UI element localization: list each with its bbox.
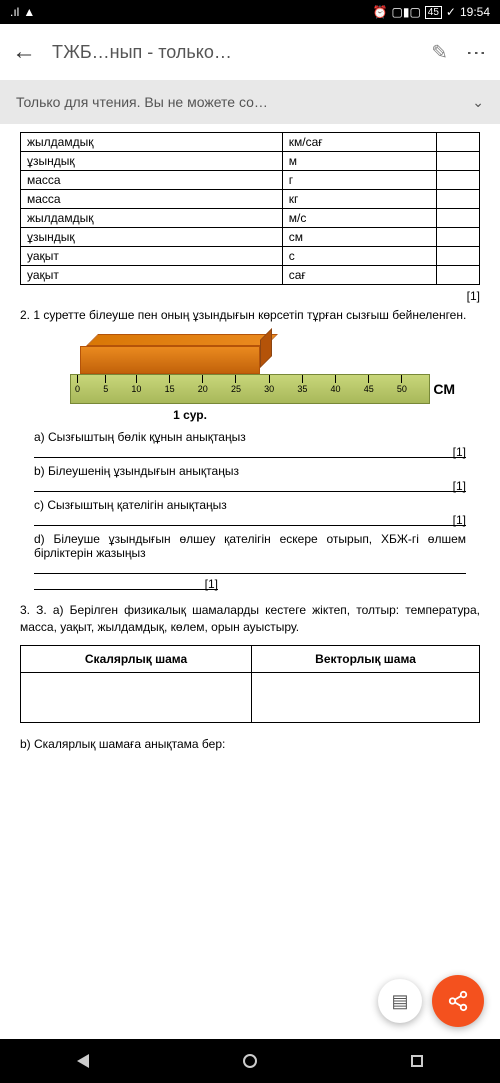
ruler-mark: 50 <box>397 375 407 394</box>
q2d: d) Білеуше ұзындығын өлшеу қателігін еск… <box>34 532 466 560</box>
vibrate-icon: ▢▮▢ <box>392 5 421 19</box>
edit-button[interactable]: ✎ <box>431 40 448 65</box>
mark-1: [1] <box>20 289 480 303</box>
table-cell: см <box>282 228 436 247</box>
scalar-vector-table: Скалярлық шама Векторлық шама <box>20 645 480 723</box>
document-mode-button[interactable]: ▤ <box>378 979 422 1023</box>
ruler-mark: 40 <box>331 375 341 394</box>
q3-text: 3. З. а) Берілген физикалық шамаларды ке… <box>20 602 480 636</box>
table-cell <box>437 228 480 247</box>
table-cell: кг <box>282 190 436 209</box>
table-cell: ұзындық <box>21 152 283 171</box>
ruler-mark: 5 <box>103 375 108 394</box>
leaf-icon: ✓ <box>446 5 456 19</box>
ruler-unit: СМ <box>433 381 455 397</box>
q2a-blank: [1] <box>34 446 466 458</box>
table-cell: ұзындық <box>21 228 283 247</box>
block-3d <box>80 334 260 374</box>
more-button[interactable]: ⋮ <box>464 43 488 61</box>
table-cell: масса <box>21 171 283 190</box>
back-button[interactable]: ← <box>12 38 36 66</box>
ruler-mark: 30 <box>264 375 274 394</box>
wifi-icon: ▲ <box>23 5 35 19</box>
signal-icon: .ıl <box>10 5 19 19</box>
alarm-icon: ⏰ <box>373 5 388 19</box>
status-right: ⏰ ▢▮▢ 45 ✓ 19:54 <box>373 5 490 19</box>
q2c-blank: [1] <box>34 514 466 526</box>
nav-recent[interactable] <box>411 1055 423 1067</box>
table-cell: сағ <box>282 266 436 285</box>
table-cell <box>252 673 480 723</box>
nav-bar <box>0 1039 500 1083</box>
table-cell: жылдамдық <box>21 209 283 228</box>
table-cell: масса <box>21 190 283 209</box>
table-cell <box>437 209 480 228</box>
q2d-blank2: [1] <box>34 578 218 590</box>
ruler-mark: 0 <box>75 375 80 394</box>
figure-label: 1 сур. <box>173 408 207 422</box>
chevron-down-icon: ⌄ <box>472 94 484 111</box>
table-cell <box>21 673 252 723</box>
q2-text: 2. 1 суретте білеуше пен оның ұзындығын … <box>20 307 480 324</box>
q2d-blank1 <box>34 562 466 574</box>
status-bar: .ıl ▲ ⏰ ▢▮▢ 45 ✓ 19:54 <box>0 0 500 24</box>
table-cell <box>437 266 480 285</box>
ruler-mark: 45 <box>364 375 374 394</box>
ruler-mark: 20 <box>198 375 208 394</box>
clock-text: 19:54 <box>460 5 490 19</box>
table-cell: г <box>282 171 436 190</box>
table-cell: м <box>282 152 436 171</box>
table-cell: км/сағ <box>282 133 436 152</box>
ruler-mark: 25 <box>231 375 241 394</box>
table-cell <box>437 190 480 209</box>
table-cell: жылдамдық <box>21 133 283 152</box>
nav-home[interactable] <box>243 1054 257 1068</box>
ruler-mark: 10 <box>131 375 141 394</box>
app-header: ← ТЖБ…нып - только… ✎ ⋮ <box>0 24 500 80</box>
ruler-mark: 35 <box>297 375 307 394</box>
col-scalar: Скалярлық шама <box>21 646 252 673</box>
fab-container: ▤ <box>378 975 484 1027</box>
document-content: жылдамдықкм/сағұзындықммассагмассакгжылд… <box>0 124 500 1039</box>
page-title: ТЖБ…нып - только… <box>52 42 415 63</box>
ruler-mark: 15 <box>165 375 175 394</box>
q2a: a) Сызғыштың бөлік құнын анықтаңыз <box>34 430 480 444</box>
readonly-banner[interactable]: Только для чтения. Вы не можете со… ⌄ <box>0 80 500 124</box>
units-table: жылдамдықкм/сағұзындықммассагмассакгжылд… <box>20 132 480 285</box>
q2b: b) Білеушенің ұзындығын анықтаңыз <box>34 464 480 478</box>
table-cell <box>437 152 480 171</box>
q2b-blank: [1] <box>34 480 466 492</box>
battery-icon: 45 <box>425 6 442 19</box>
table-cell: уақыт <box>21 247 283 266</box>
status-left: .ıl ▲ <box>10 5 35 19</box>
table-cell <box>437 247 480 266</box>
q2c: c) Сызғыштың қателігін анықтаңыз <box>34 498 480 512</box>
share-button[interactable] <box>432 975 484 1027</box>
figure-1: 0 5 10 15 20 25 30 35 40 45 50 СМ 1 сур. <box>20 334 480 422</box>
ruler: 05101520253035404550 СМ <box>70 374 430 404</box>
nav-back[interactable] <box>77 1054 89 1068</box>
table-cell <box>437 171 480 190</box>
q3b: b) Скалярлық шамаға анықтама бер: <box>20 737 480 751</box>
table-cell: с <box>282 247 436 266</box>
table-cell: уақыт <box>21 266 283 285</box>
col-vector: Векторлық шама <box>252 646 480 673</box>
readonly-text: Только для чтения. Вы не можете со… <box>16 94 268 110</box>
table-cell: м/с <box>282 209 436 228</box>
table-cell <box>437 133 480 152</box>
